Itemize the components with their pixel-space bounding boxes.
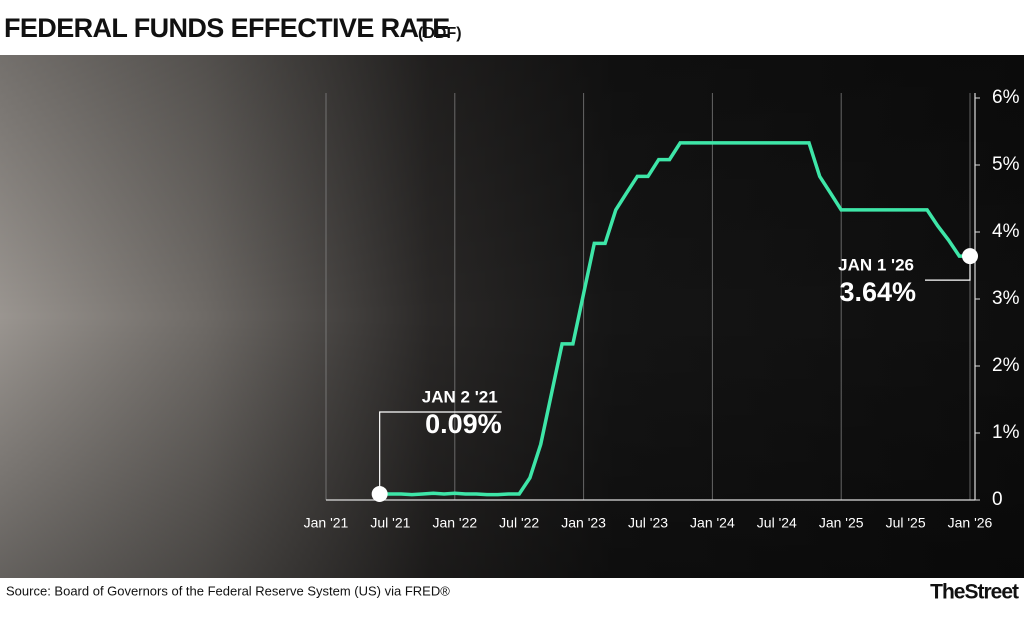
annotation-date: JAN 2 '21	[422, 387, 498, 406]
y-tick-label: 2%	[992, 355, 1020, 376]
y-tick-label: 0	[992, 489, 1003, 510]
x-tick-label: Jan '25	[819, 515, 864, 531]
source-note: Source: Board of Governors of the Federa…	[6, 583, 450, 598]
y-tick-label: 3%	[992, 288, 1020, 309]
x-tick-label: Jul '21	[370, 515, 410, 531]
x-tick-label: Jan '24	[690, 515, 735, 531]
annotation-dot	[371, 485, 388, 502]
y-tick-label: 6%	[992, 87, 1020, 108]
x-tick-label: Jan '23	[561, 515, 606, 531]
x-tick-label: Jan '22	[432, 515, 477, 531]
x-tick-label: Jul '22	[499, 515, 539, 531]
brand-logo: TheStreet	[930, 581, 1019, 604]
data-line	[379, 141, 970, 497]
chart-subtitle: (DDF)	[418, 25, 462, 42]
chart-title: FEDERAL FUNDS EFFECTIVE RATE	[4, 13, 450, 43]
y-tick-label: 4%	[992, 221, 1020, 242]
annotation-value: 3.64%	[839, 277, 916, 307]
annotation-date: JAN 1 '26	[838, 256, 914, 275]
y-tick-label: 1%	[992, 422, 1020, 443]
background-shade	[0, 55, 1024, 578]
annotation-connector	[379, 411, 502, 494]
x-tick-label: Jan '21	[304, 515, 349, 531]
x-tick-label: Jul '25	[886, 515, 926, 531]
x-tick-label: Jul '24	[757, 515, 797, 531]
annotation-value: 0.09%	[425, 409, 502, 439]
x-tick-label: Jan '26	[948, 515, 993, 531]
x-tick-label: Jul '23	[628, 515, 668, 531]
y-tick-label: 5%	[992, 154, 1020, 175]
annotation-dot	[962, 248, 978, 265]
